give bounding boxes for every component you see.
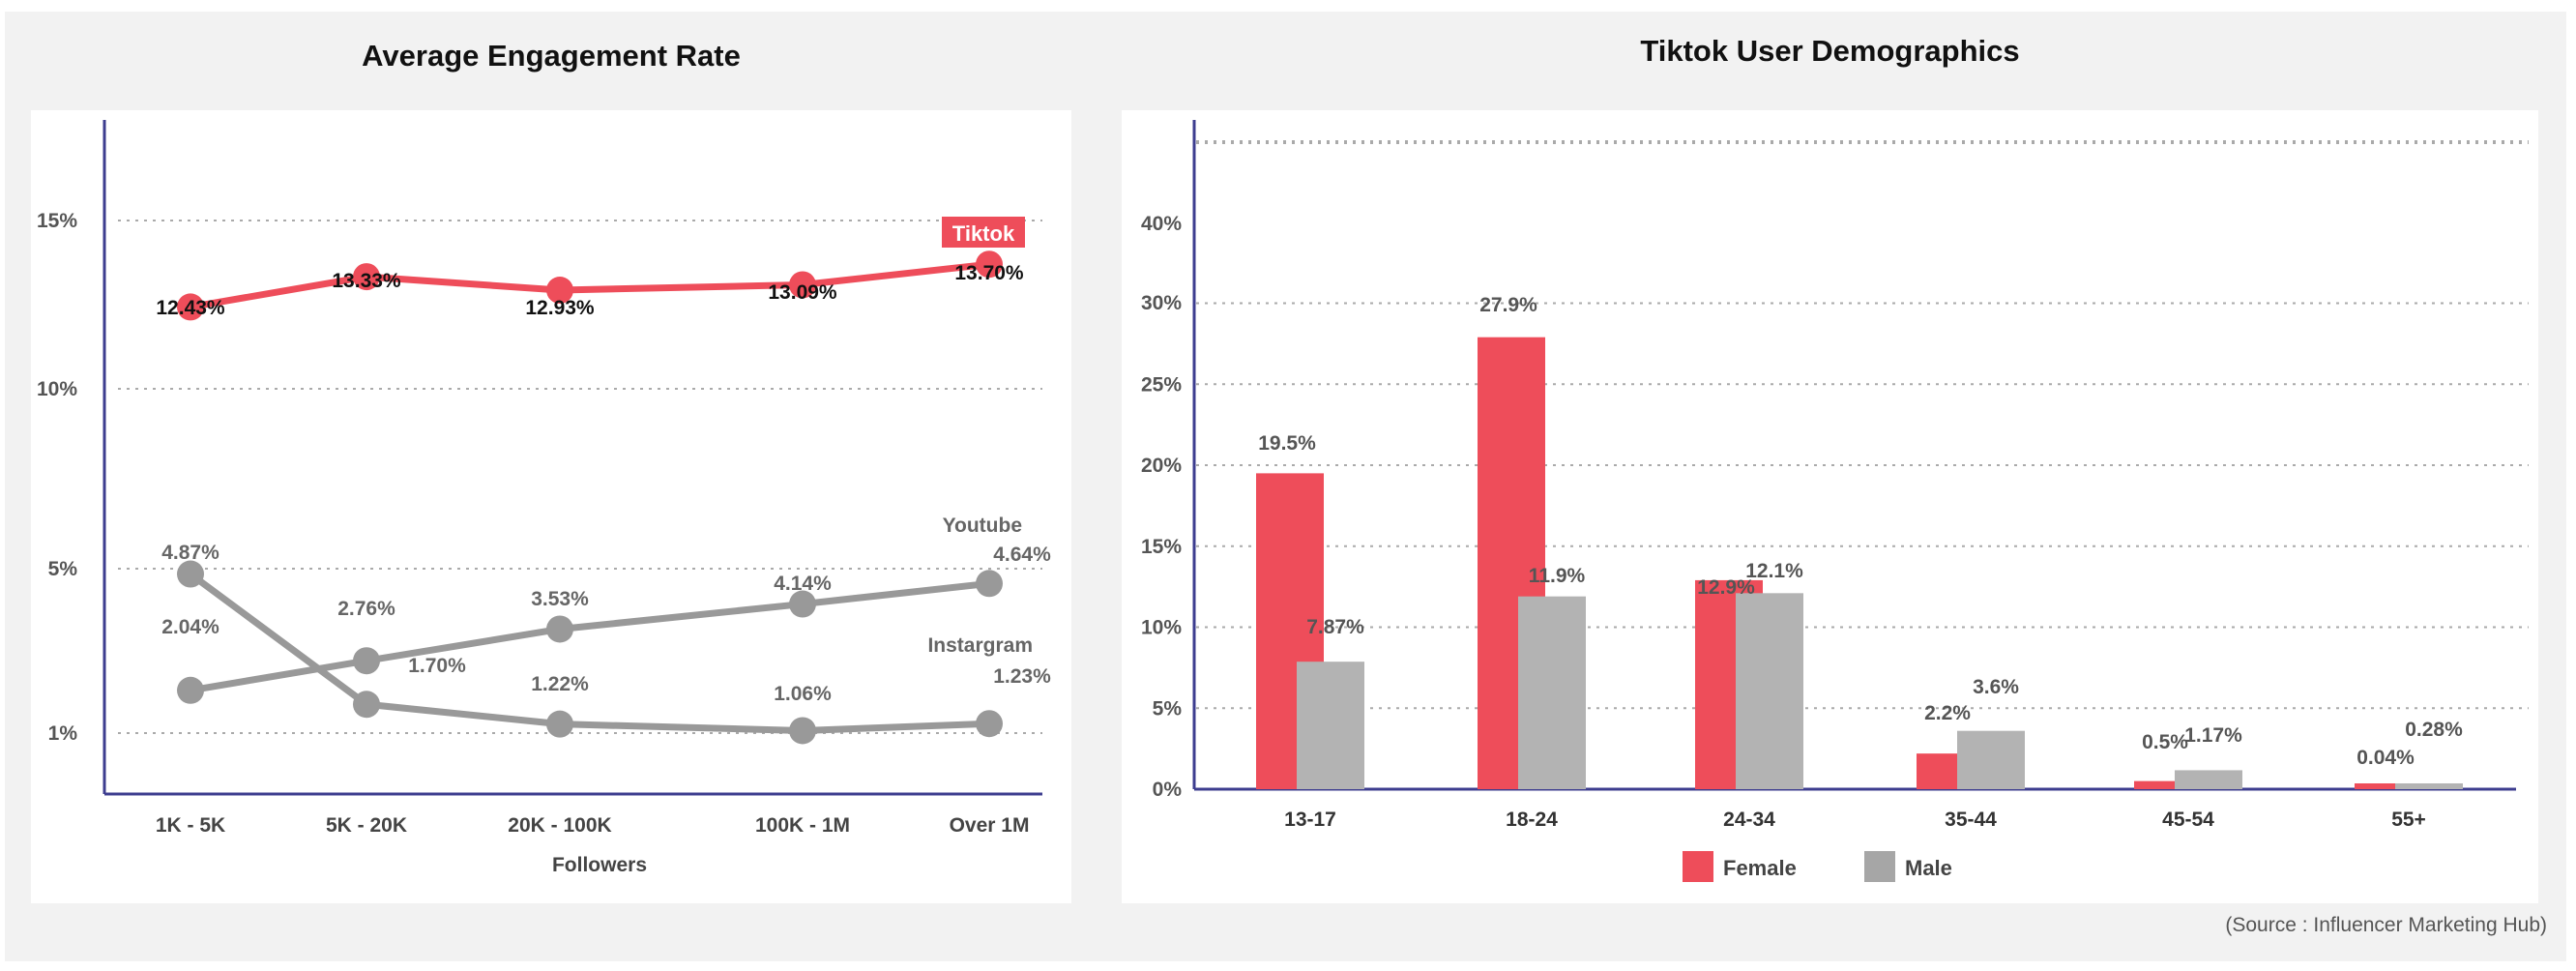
data-point <box>789 271 816 299</box>
series-name-instagram: Instargram <box>927 634 1033 657</box>
x-tick-label: 13-17 <box>1284 809 1336 831</box>
bar-male <box>1297 662 1364 789</box>
bar-female <box>2355 783 2422 789</box>
line-chart-panel: 15% 10% 5% 1% 1K - 5K 5K - 20K 20K - 100K 100K … <box>31 110 1071 903</box>
bar-chart-title: Tiktok User Demographics <box>1640 34 2020 68</box>
x-tick-label: 18-24 <box>1506 809 1558 831</box>
data-label: 12.9% <box>1697 576 1755 599</box>
y-tick-label: 1% <box>48 722 78 745</box>
data-point <box>976 570 1003 598</box>
data-label: 0.28% <box>2405 719 2463 741</box>
data-label: 2.04% <box>161 616 220 638</box>
line-chart: 15% 10% 5% 1% 1K - 5K 5K - 20K 20K - 100K 100K … <box>37 120 1051 876</box>
data-label: 7.87% <box>1306 616 1364 638</box>
data-point <box>353 691 380 719</box>
bar-male <box>1518 596 1586 789</box>
data-label: 19.5% <box>1258 432 1316 455</box>
bar-male <box>2175 770 2242 789</box>
bar-male <box>2395 783 2463 789</box>
series-line-youtube <box>190 579 990 694</box>
x-tick-label: 20K - 100K <box>508 814 611 837</box>
y-tick-label: 5% <box>48 558 78 580</box>
bar-chart-panel: 0% 5% 10% 15% 20% 25% 30% 40% 13-17 19.5% 7.87% 18-… <box>1122 110 2538 903</box>
data-point <box>789 717 816 745</box>
data-label: 3.6% <box>1973 676 2019 698</box>
data-point <box>177 560 204 588</box>
y-tick-label: 40% <box>1141 213 1182 235</box>
bar-female <box>2134 780 2202 789</box>
data-label: 4.64% <box>993 544 1051 566</box>
data-label: 1.17% <box>2184 724 2242 747</box>
source-note: (Source : Influencer Marketing Hub) <box>2225 914 2547 936</box>
data-label: 1.22% <box>531 673 589 695</box>
series-name-youtube: Youtube <box>943 515 1022 537</box>
data-label: 1.06% <box>774 683 832 705</box>
data-label: 2.2% <box>1924 702 1971 724</box>
data-label: 12.43% <box>156 297 225 319</box>
data-point <box>976 710 1003 738</box>
series-name-tiktok: Tiktok <box>952 221 1015 246</box>
legend-swatch-female <box>1683 851 1713 882</box>
data-label: 3.53% <box>531 588 589 610</box>
data-label: 13.09% <box>768 281 837 304</box>
bar-male <box>1957 730 2025 789</box>
data-point <box>546 277 573 305</box>
data-label: 11.9% <box>1529 565 1586 587</box>
legend-label-female: Female <box>1723 856 1797 880</box>
data-label: 1.23% <box>993 665 1051 688</box>
legend-label-male: Male <box>1905 856 1952 880</box>
legend-swatch-male <box>1864 851 1895 882</box>
x-tick-label: Over 1M <box>950 814 1030 837</box>
y-tick-label: 0% <box>1153 779 1183 801</box>
data-label: 4.87% <box>161 542 220 564</box>
y-tick-label: 15% <box>37 210 77 232</box>
data-label: 13.33% <box>332 270 401 292</box>
x-tick-label: 1K - 5K <box>156 814 225 837</box>
data-label: 12.1% <box>1745 560 1803 582</box>
y-tick-label: 20% <box>1141 455 1182 477</box>
x-tick-label: 24-34 <box>1723 809 1775 831</box>
data-point <box>353 263 380 291</box>
data-label: 12.93% <box>525 297 595 319</box>
x-tick-label: 5K - 20K <box>326 814 407 837</box>
data-point <box>789 590 816 618</box>
data-label: 13.70% <box>954 262 1024 284</box>
data-point <box>177 293 204 321</box>
y-tick-label: 10% <box>37 378 77 400</box>
x-tick-label: 45-54 <box>2162 809 2214 831</box>
bar-male <box>1736 593 1803 789</box>
line-chart-title: Average Engagement Rate <box>362 39 741 73</box>
series-label-badge <box>942 217 1025 248</box>
data-label: 2.76% <box>337 598 395 620</box>
x-tick-label: 100K - 1M <box>755 814 850 837</box>
data-point <box>546 615 573 643</box>
data-point <box>353 647 380 675</box>
data-label: 0.04% <box>2356 747 2415 769</box>
y-tick-label: 30% <box>1141 292 1182 314</box>
data-label: 4.14% <box>774 573 832 595</box>
data-point <box>177 676 204 704</box>
data-point <box>546 710 573 738</box>
bar-chart: 0% 5% 10% 15% 20% 25% 30% 40% 13-17 19.5% 7.87% 18-… <box>1141 120 2529 882</box>
y-tick-label: 5% <box>1153 697 1183 720</box>
x-axis-title: Followers <box>552 854 647 876</box>
data-label: 1.70% <box>408 655 466 677</box>
data-point <box>976 250 1003 279</box>
x-tick-label: 55+ <box>2391 809 2426 831</box>
data-label: 0.5% <box>2142 731 2188 753</box>
y-tick-label: 15% <box>1141 536 1182 558</box>
data-label: 27.9% <box>1479 294 1537 316</box>
y-tick-label: 10% <box>1141 617 1182 639</box>
y-tick-label: 25% <box>1141 373 1182 396</box>
x-tick-label: 35-44 <box>1945 809 1997 831</box>
